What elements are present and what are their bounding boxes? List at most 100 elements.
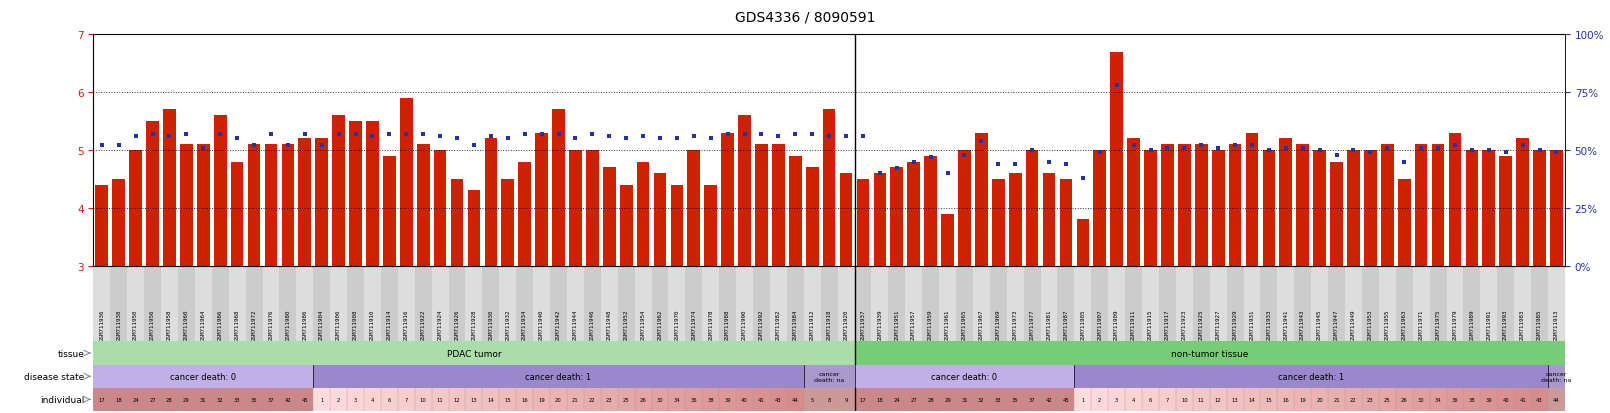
Point — [325, 131, 351, 138]
Bar — [229, 266, 246, 342]
Text: 22: 22 — [1351, 397, 1357, 402]
Text: GSM711916: GSM711916 — [404, 309, 409, 340]
Text: 39: 39 — [724, 397, 731, 402]
Text: tissue: tissue — [58, 349, 85, 358]
Text: GSM711967: GSM711967 — [979, 309, 984, 340]
Bar — [1193, 388, 1209, 411]
Text: 6: 6 — [1150, 397, 1153, 402]
Point — [411, 131, 436, 138]
Text: 21: 21 — [1333, 397, 1340, 402]
Text: GSM711928: GSM711928 — [472, 309, 477, 340]
Bar — [1531, 266, 1547, 342]
Text: 11: 11 — [1198, 397, 1204, 402]
Bar — [721, 133, 734, 266]
Point — [393, 131, 419, 138]
Text: 4: 4 — [1132, 397, 1135, 402]
Point — [985, 161, 1011, 168]
Text: GSM711990: GSM711990 — [742, 309, 747, 340]
Point — [1037, 159, 1063, 166]
Point — [613, 136, 639, 142]
Bar — [1364, 151, 1377, 266]
Bar — [1547, 365, 1565, 388]
Bar — [382, 266, 398, 342]
Bar — [431, 388, 449, 411]
Text: GSM711966: GSM711966 — [217, 309, 222, 340]
Text: 7: 7 — [1166, 397, 1169, 402]
Point — [969, 138, 995, 145]
Point — [1053, 161, 1079, 168]
Point — [1492, 150, 1518, 156]
Bar — [415, 388, 431, 411]
Bar — [113, 180, 126, 266]
Text: GSM711923: GSM711923 — [1182, 309, 1187, 340]
Bar — [753, 266, 770, 342]
Point — [1510, 142, 1536, 149]
Text: 35: 35 — [1013, 397, 1019, 402]
Text: 25: 25 — [1385, 397, 1391, 402]
Text: 17: 17 — [98, 397, 105, 402]
Bar — [840, 174, 852, 266]
Point — [1121, 142, 1146, 149]
Bar — [634, 266, 652, 342]
Bar — [905, 388, 923, 411]
Point — [275, 142, 301, 149]
Text: 45: 45 — [301, 397, 308, 402]
Text: GSM711910: GSM711910 — [370, 309, 375, 340]
Bar — [787, 266, 803, 342]
Bar — [1314, 151, 1327, 266]
Text: 23: 23 — [605, 397, 612, 402]
Bar — [924, 157, 937, 266]
Bar — [1125, 266, 1141, 342]
Bar — [923, 388, 939, 411]
Point — [494, 136, 520, 142]
Bar — [1344, 266, 1362, 342]
Bar — [364, 388, 382, 411]
Text: GSM711991: GSM711991 — [1486, 309, 1491, 340]
Bar — [1480, 388, 1497, 411]
Bar — [855, 365, 1074, 388]
Text: 38: 38 — [707, 397, 715, 402]
Bar — [415, 266, 431, 342]
Text: disease state: disease state — [24, 372, 85, 381]
Bar — [93, 388, 111, 411]
Point — [528, 131, 554, 138]
Bar — [332, 116, 345, 266]
Text: 26: 26 — [639, 397, 647, 402]
Bar — [451, 180, 464, 266]
Text: GSM711914: GSM711914 — [386, 309, 391, 340]
Bar — [499, 266, 517, 342]
Text: 19: 19 — [538, 397, 544, 402]
Bar — [417, 145, 430, 266]
Bar — [1006, 266, 1024, 342]
Bar — [517, 266, 533, 342]
Bar — [1362, 266, 1378, 342]
Bar — [923, 266, 939, 342]
Bar — [1209, 266, 1227, 342]
Point — [731, 131, 757, 138]
Bar — [431, 266, 449, 342]
Text: cancer death: 0: cancer death: 0 — [171, 372, 237, 381]
Text: 40: 40 — [741, 397, 749, 402]
Bar — [1227, 266, 1243, 342]
Text: GSM711964: GSM711964 — [201, 309, 206, 340]
Point — [715, 131, 741, 138]
Bar — [93, 365, 314, 388]
Text: GSM711944: GSM711944 — [573, 309, 578, 340]
Bar — [739, 116, 750, 266]
Text: GSM711913: GSM711913 — [1554, 309, 1558, 340]
Point — [460, 142, 486, 149]
Text: 10: 10 — [420, 397, 427, 402]
Text: 10: 10 — [1182, 397, 1188, 402]
Bar — [1093, 151, 1106, 266]
Bar — [314, 266, 330, 342]
Point — [427, 133, 452, 140]
Point — [478, 133, 504, 140]
Bar — [314, 388, 330, 411]
Bar — [1024, 266, 1040, 342]
Point — [1375, 145, 1401, 152]
Bar — [908, 162, 919, 266]
Bar — [262, 388, 280, 411]
Text: 36: 36 — [1452, 397, 1459, 402]
Bar — [1449, 133, 1462, 266]
Bar — [1261, 266, 1277, 342]
